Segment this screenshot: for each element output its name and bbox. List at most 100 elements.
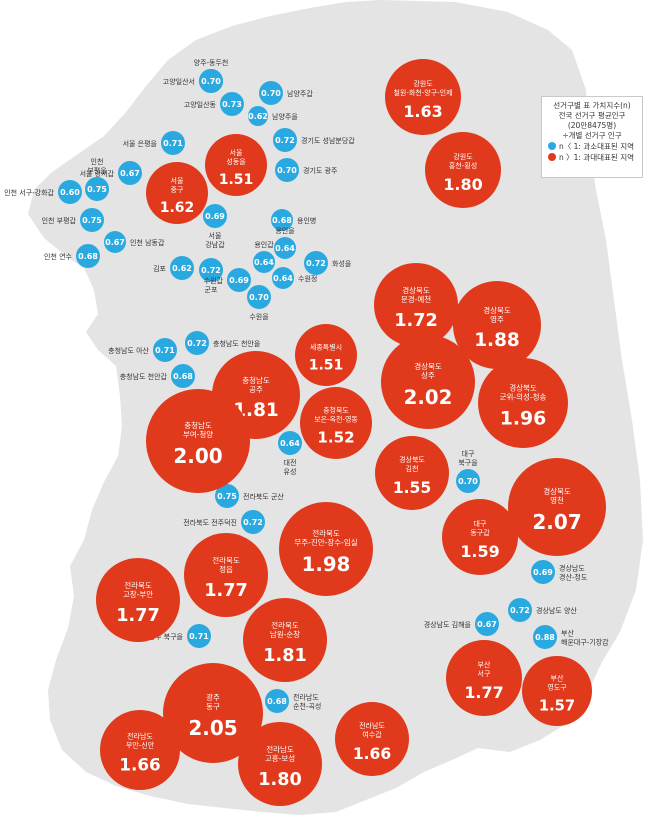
district-bubble-under: 0.60 인천 서구-강화갑 — [4, 180, 82, 204]
vote-value-index: 1.52 — [317, 429, 354, 447]
district-circle — [374, 263, 458, 347]
district-circle — [220, 92, 244, 116]
district-bubble-under: 0.71 광주 북구을 — [149, 624, 211, 648]
district-circle — [375, 436, 449, 510]
district-circle — [76, 244, 100, 268]
district-circle — [187, 624, 211, 648]
district-name: 전라남도 — [359, 721, 385, 730]
district-name: 철원-화천-양구-인제 — [393, 88, 452, 97]
vote-value-index: 0.62 — [172, 264, 192, 273]
legend-item-over: n 〉1: 과대대표된 지역 — [542, 153, 642, 163]
district-circle — [199, 69, 223, 93]
vote-value-index: 1.81 — [263, 646, 307, 666]
district-circle — [278, 431, 302, 455]
district-name: 수원갑 — [204, 276, 224, 285]
vote-value-index: 0.75 — [87, 185, 107, 194]
district-name: 서구 — [478, 669, 491, 678]
vote-value-index: 2.00 — [173, 444, 222, 468]
vote-value-index: 0.68 — [78, 252, 98, 261]
district-name: 강원도 — [453, 152, 473, 161]
district-circle — [273, 128, 297, 152]
vote-value-index: 0.75 — [217, 492, 237, 501]
district-bubble-under: 0.67 인천 남동갑 — [104, 231, 165, 253]
district-circle — [295, 324, 357, 386]
district-bubble-under: 0.72 군포 — [199, 258, 223, 294]
vote-value-index: 1.81 — [233, 400, 279, 421]
district-name: 여수갑 — [362, 730, 382, 739]
district-bubble-under: 0.71 서울 은평을 — [123, 131, 185, 155]
vote-value-index: 0.71 — [155, 346, 175, 355]
district-name: 부여-청양 — [183, 429, 213, 439]
district-bubble-under: 0.70 고양일산서 — [163, 69, 223, 93]
vote-value-index: 0.75 — [82, 216, 102, 225]
district-circle — [243, 598, 327, 682]
district-name: 보은-옥천-영동 — [314, 414, 358, 423]
district-bubble-under: 0.75 전라북도 군산 — [215, 484, 284, 508]
legend-line-2: 전국 선거구 평균인구 — [558, 111, 626, 120]
district-name: 충청남도 — [184, 421, 212, 430]
district-circle — [146, 162, 208, 224]
district-circle — [185, 331, 209, 355]
district-name: 김포 — [153, 265, 166, 273]
vote-value-index: 0.73 — [222, 100, 242, 109]
district-name: 경기도 성남분당갑 — [301, 136, 355, 145]
district-circle — [456, 469, 480, 493]
red-dot-icon — [548, 153, 556, 161]
district-bubble-under: 0.62 남양주을 — [248, 106, 298, 126]
district-bubble-under: 0.70 경기도 광주 — [275, 158, 338, 182]
vote-value-index: 1.98 — [302, 553, 351, 576]
vote-value-index: 1.88 — [474, 330, 520, 351]
district-bubble-under: 0.72 충청남도 천안을 — [185, 331, 261, 355]
vote-value-index: 0.72 — [275, 136, 295, 145]
vote-value-index: 0.64 — [275, 244, 295, 253]
legend-box: 선거구별 표 가치지수(n) 전국 선거구 평균인구 (20만8475명) ÷개… — [541, 96, 643, 178]
district-circle — [335, 702, 409, 776]
vote-value-index: 0.70 — [458, 477, 478, 486]
district-circle — [184, 533, 268, 617]
district-name: 경상북도 — [543, 486, 571, 496]
district-name: 고흥-보성 — [265, 753, 295, 763]
district-circle — [425, 132, 501, 208]
district-name: 경상북도 — [414, 361, 442, 371]
district-circle — [161, 131, 185, 155]
district-circle — [531, 560, 555, 584]
district-name: 서울 은평을 — [123, 139, 158, 148]
district-bubble-under: 0.62 김포 — [153, 256, 194, 280]
district-name: 전라북도 — [271, 620, 299, 630]
vote-value-index: 2.05 — [188, 716, 237, 740]
district-bubble-under: 0.64 수원정 — [272, 267, 317, 289]
vote-value-index: 0.64 — [280, 439, 300, 448]
district-circle — [381, 335, 475, 429]
district-name: 서울 — [230, 148, 243, 157]
district-name: 화성을 — [332, 259, 352, 268]
vote-value-index: 1.72 — [394, 311, 438, 331]
legend-over-label: n 〉1: 과대대표된 지역 — [559, 153, 635, 162]
district-name: 부산 — [478, 660, 491, 669]
district-circle — [205, 134, 267, 196]
district-name: 대구 — [462, 450, 475, 458]
district-bubble-under: 0.72 화성을 — [304, 251, 352, 275]
district-name: 중구 — [171, 186, 184, 194]
district-circle — [248, 106, 268, 126]
vote-value-index: 1.77 — [464, 683, 503, 702]
vote-value-index: 1.51 — [219, 172, 254, 188]
vote-value-index: 0.70 — [261, 89, 281, 98]
vote-value-index: 0.68 — [267, 697, 287, 706]
district-circle — [85, 177, 109, 201]
district-name: 세종특별시 — [310, 343, 342, 352]
district-name: 강남갑 — [205, 240, 225, 249]
district-circle — [203, 204, 227, 228]
vote-value-index: 1.59 — [460, 542, 499, 561]
district-name: 양주-동두천 — [194, 58, 229, 67]
legend-line-4: ÷개별 선거구 인구 — [562, 131, 622, 140]
